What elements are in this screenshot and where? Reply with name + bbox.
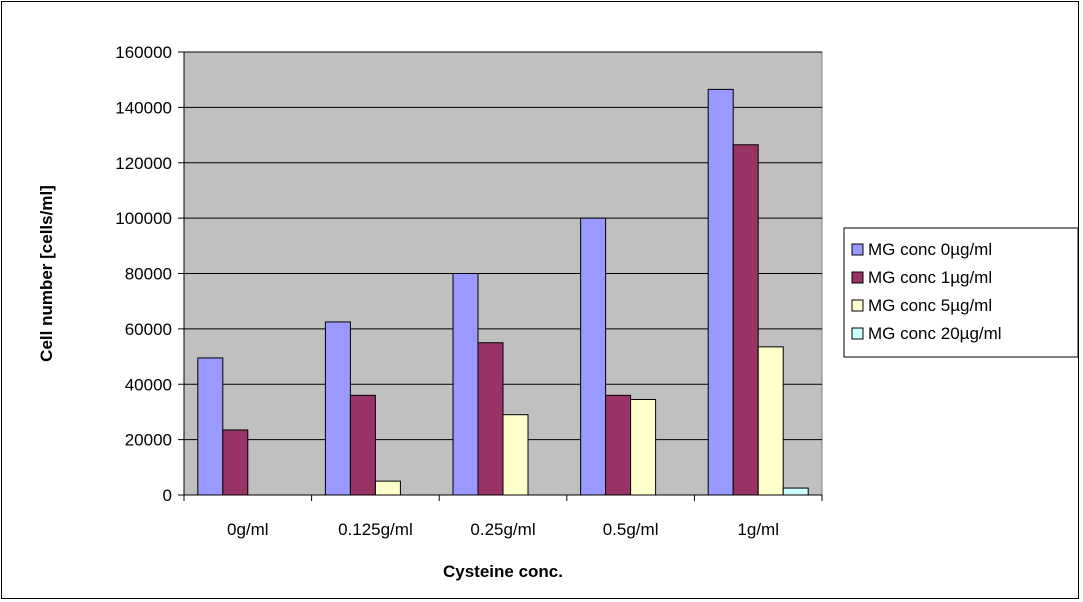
- legend-swatch: [851, 243, 864, 256]
- bar: [324, 321, 351, 496]
- legend-box: [843, 227, 1079, 358]
- y-tick-label: 160000: [115, 43, 172, 62]
- y-tick-label: 40000: [125, 375, 172, 394]
- y-tick-labels: 0 20000 40000 60000 80000 100000 120000 140000 1…: [115, 43, 172, 505]
- legend-label: MG conc 5µg/ml: [868, 296, 992, 315]
- x-tick-labels: 0g/ml 0.125g/ml 0.25g/ml 0.5g/ml 1g/ml: [227, 520, 779, 539]
- y-tick-label: 120000: [115, 154, 172, 173]
- legend-label: MG conc 0µg/ml: [868, 240, 992, 259]
- legend-label: MG conc 1µg/ml: [868, 268, 992, 287]
- bar: [502, 414, 529, 496]
- bar: [757, 346, 784, 496]
- bar: [374, 480, 401, 496]
- bar: [732, 144, 759, 496]
- x-tick-label: 0.125g/ml: [338, 520, 413, 539]
- bar: [222, 429, 249, 496]
- bar: [349, 394, 376, 496]
- bar: [605, 394, 632, 496]
- x-tick-label: 0.25g/ml: [470, 520, 535, 539]
- bar: [580, 217, 607, 496]
- y-tick-label: 100000: [115, 209, 172, 228]
- legend-swatch: [851, 327, 864, 340]
- bar: [477, 342, 504, 496]
- bar: [452, 273, 479, 496]
- y-tick-label: 20000: [125, 431, 172, 450]
- legend-swatch: [851, 271, 864, 284]
- x-tick-label: 0g/ml: [227, 520, 269, 539]
- legend: MG conc 0µg/ml MG conc 1µg/ml MG conc 5µg/…: [843, 227, 1079, 358]
- y-tick-label: 80000: [125, 265, 172, 284]
- bar: [782, 487, 809, 496]
- y-tick-label: 140000: [115, 98, 172, 117]
- y-axis-title: Cell number [cells/ml]: [37, 185, 56, 362]
- bar: [707, 88, 734, 496]
- legend-swatch: [851, 299, 864, 312]
- x-axis-title: Cysteine conc.: [443, 562, 563, 581]
- bar: [197, 357, 224, 496]
- x-tick-label: 0.5g/ml: [603, 520, 659, 539]
- y-tick-label: 60000: [125, 320, 172, 339]
- axes: [178, 51, 823, 501]
- y-tick-label: 0: [163, 486, 172, 505]
- bars-group: [197, 88, 809, 496]
- legend-label: MG conc 20µg/ml: [868, 324, 1002, 343]
- x-tick-label: 1g/ml: [737, 520, 779, 539]
- bar: [630, 398, 657, 496]
